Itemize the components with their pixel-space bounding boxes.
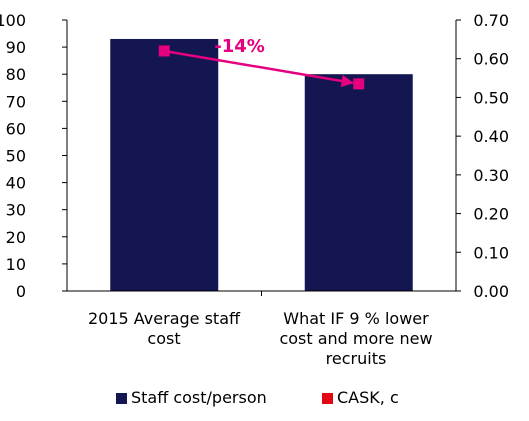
left-tick-label-3: 30 bbox=[6, 201, 26, 220]
legend-swatch-cask bbox=[322, 392, 333, 404]
right-tick-label-6: 0.60 bbox=[473, 50, 509, 69]
left-tick-label-7: 70 bbox=[6, 92, 26, 111]
right-tick-label-5: 0.50 bbox=[473, 88, 509, 107]
right-tick-label-7: 0.70 bbox=[473, 11, 509, 30]
change-annotation: -14% bbox=[214, 36, 265, 57]
cask-line bbox=[164, 49, 354, 88]
left-tick-label-9: 90 bbox=[6, 38, 26, 57]
right-tick-label-2: 0.20 bbox=[473, 205, 509, 224]
right-tick-label-3: 0.30 bbox=[473, 166, 509, 185]
cask-point-1 bbox=[353, 78, 365, 90]
bar-0 bbox=[110, 38, 219, 291]
left-tick-label-2: 20 bbox=[6, 228, 26, 247]
legend-swatch-staff-cost bbox=[116, 392, 127, 404]
legend-item-staff-cost: Staff cost/person bbox=[116, 388, 267, 408]
cask-point-0 bbox=[158, 45, 170, 57]
category-label-0: 2015 Average staff cost bbox=[87, 309, 241, 348]
category-label-1: What IF 9 % lower cost and more new recr… bbox=[279, 309, 433, 368]
legend-label-staff-cost: Staff cost/person bbox=[131, 388, 267, 407]
legend-item-cask: CASK, c bbox=[322, 388, 399, 408]
left-tick-label-8: 80 bbox=[6, 65, 26, 84]
bar-1 bbox=[304, 74, 413, 291]
right-tick-label-1: 0.10 bbox=[473, 243, 509, 262]
left-tick-label-6: 60 bbox=[6, 119, 26, 138]
right-tick-label-4: 0.40 bbox=[473, 127, 509, 146]
left-tick-label-4: 40 bbox=[6, 174, 26, 193]
left-tick-label-5: 50 bbox=[6, 147, 26, 166]
left-tick-label-0: 0 bbox=[16, 282, 26, 301]
left-tick-label-10: 100 bbox=[0, 11, 26, 30]
left-tick-label-1: 10 bbox=[6, 255, 26, 274]
legend-label-cask: CASK, c bbox=[337, 388, 399, 407]
right-tick-label-0: 0.00 bbox=[473, 282, 509, 301]
